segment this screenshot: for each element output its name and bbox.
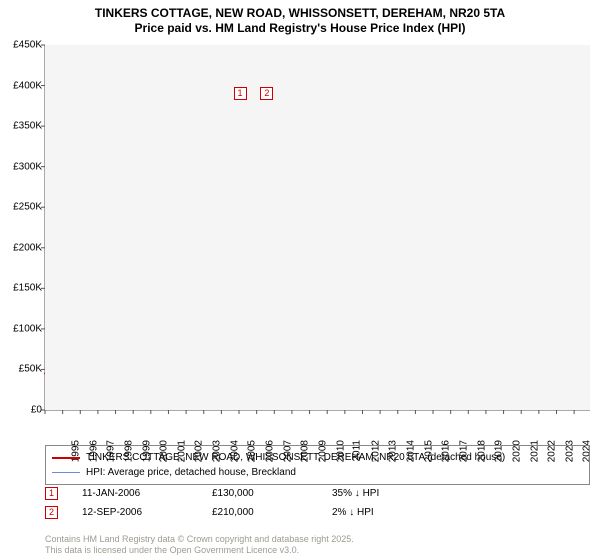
y-axis-label: £200K bbox=[13, 242, 42, 253]
legend-box: TINKERS COTTAGE, NEW ROAD, WHISSONSETT, … bbox=[45, 445, 590, 485]
chart-area: £0 £50K £100K £150K £200K £250K £300K £350K £400… bbox=[0, 40, 600, 440]
event-date: 11-JAN-2006 bbox=[82, 488, 212, 499]
event-marker: 1 bbox=[45, 487, 58, 500]
attribution-line-2: This data is licensed under the Open Gov… bbox=[45, 545, 354, 556]
title-block: TINKERS COTTAGE, NEW ROAD, WHISSONSETT, … bbox=[0, 0, 600, 36]
y-axis-label: £400K bbox=[13, 80, 42, 91]
event-price: £130,000 bbox=[212, 488, 332, 499]
chart-container: TINKERS COTTAGE, NEW ROAD, WHISSONSETT, … bbox=[0, 0, 600, 560]
plot-background bbox=[45, 45, 590, 410]
y-axis-label: £450K bbox=[13, 40, 42, 51]
y-axis-label: £0 bbox=[31, 405, 42, 416]
event-row: 1 11-JAN-2006£130,00035% ↓ HPI bbox=[45, 487, 590, 500]
attribution: Contains HM Land Registry data © Crown c… bbox=[45, 534, 354, 557]
event-price: £210,000 bbox=[212, 507, 332, 518]
y-axis-label: £350K bbox=[13, 121, 42, 132]
legend-row: HPI: Average price, detached house, Brec… bbox=[52, 465, 583, 480]
legend-swatch bbox=[52, 457, 80, 459]
y-axis-label: £100K bbox=[13, 323, 42, 334]
y-axis-label: £50K bbox=[19, 364, 42, 375]
event-marker: 2 bbox=[45, 506, 58, 519]
events-block: 1 11-JAN-2006£130,00035% ↓ HPI 2 12-SEP-200… bbox=[45, 487, 590, 525]
legend-swatch bbox=[52, 472, 80, 474]
event-date: 12-SEP-2006 bbox=[82, 507, 212, 518]
legend-label: TINKERS COTTAGE, NEW ROAD, WHISSONSETT, … bbox=[86, 450, 505, 465]
attribution-line-1: Contains HM Land Registry data © Crown c… bbox=[45, 534, 354, 545]
legend-label: HPI: Average price, detached house, Brec… bbox=[86, 465, 296, 480]
chart-event-marker: 1 bbox=[234, 87, 247, 100]
chart-event-marker: 2 bbox=[260, 87, 273, 100]
event-delta: 35% ↓ HPI bbox=[332, 488, 379, 499]
y-axis-label: £150K bbox=[13, 283, 42, 294]
event-row: 2 12-SEP-2006£210,0002% ↓ HPI bbox=[45, 506, 590, 519]
title-line-2: Price paid vs. HM Land Registry's House … bbox=[0, 21, 600, 36]
legend-row: TINKERS COTTAGE, NEW ROAD, WHISSONSETT, … bbox=[52, 450, 583, 465]
title-line-1: TINKERS COTTAGE, NEW ROAD, WHISSONSETT, … bbox=[0, 6, 600, 21]
y-axis-label: £300K bbox=[13, 161, 42, 172]
event-delta: 2% ↓ HPI bbox=[332, 507, 374, 518]
y-axis-label: £250K bbox=[13, 202, 42, 213]
